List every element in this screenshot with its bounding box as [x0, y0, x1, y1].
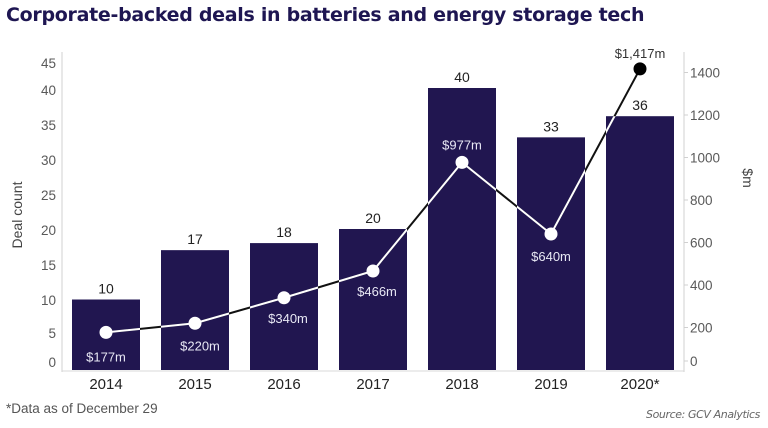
bar [606, 116, 674, 370]
bar-value-label: 20 [365, 210, 381, 226]
y-tick-label: 35 [41, 118, 56, 133]
bar [250, 243, 318, 370]
chart-title: Corporate-backed deals in batteries and … [6, 4, 645, 26]
x-tick-label: 2015 [178, 376, 211, 393]
y-tick-label: 15 [41, 258, 56, 273]
bar-value-label: 10 [98, 281, 114, 297]
y-tick-label: 20 [41, 223, 56, 238]
y2-tick-label: 1000 [690, 151, 720, 166]
y-tick-label: 5 [48, 326, 56, 341]
y-axis-title: Deal count [9, 181, 25, 248]
line-value-label: $220m [180, 338, 220, 353]
source-note: Source: GCV Analytics [645, 408, 760, 421]
y-tick-label: 0 [48, 355, 56, 370]
line-point [633, 62, 647, 76]
x-tick-label: 2014 [89, 376, 122, 393]
x-tick-label: 2019 [534, 376, 567, 393]
y-tick-label: 10 [41, 293, 56, 308]
x-tick-label: 2018 [445, 376, 478, 393]
y2-tick-label: 600 [690, 236, 713, 251]
bar [339, 229, 407, 370]
bar [161, 250, 229, 370]
bar-value-label: 18 [276, 224, 292, 240]
y2-tick-label: 800 [690, 193, 713, 208]
line-point [366, 264, 380, 278]
y2-axis-title: $m [740, 168, 756, 187]
line-value-label: $1,417m [615, 46, 666, 61]
x-tick-label: 2016 [267, 376, 300, 393]
y-tick-label: 25 [41, 188, 56, 203]
bar [428, 88, 496, 370]
bar-value-label: 36 [632, 97, 648, 113]
bar-value-label: 17 [187, 231, 203, 247]
bar [517, 137, 585, 370]
line-value-label: $177m [86, 349, 126, 364]
y-tick-label: 30 [41, 153, 56, 168]
line-value-label: $977m [442, 137, 482, 152]
y2-tick-label: 0 [690, 354, 698, 369]
y-tick-label: 40 [41, 83, 56, 98]
y2-tick-label: 200 [690, 321, 713, 336]
x-tick-label: 2017 [356, 376, 389, 393]
y2-tick-label: 1400 [690, 66, 720, 81]
line-point [544, 227, 558, 241]
y2-tick-label: 1200 [690, 108, 720, 123]
line-point [99, 325, 113, 339]
line-point [455, 155, 469, 169]
line-value-label: $466m [357, 284, 397, 299]
line-point [188, 316, 202, 330]
y2-tick-label: 400 [690, 278, 713, 293]
bar-value-label: 33 [543, 118, 559, 134]
x-tick-label: 2020* [620, 376, 659, 393]
bar-value-label: 40 [454, 69, 470, 85]
line-point [277, 291, 291, 305]
footnote: *Data as of December 29 [6, 401, 158, 416]
y-tick-label: 45 [41, 56, 56, 71]
line-value-label: $340m [268, 311, 308, 326]
line-value-label: $640m [531, 249, 571, 264]
